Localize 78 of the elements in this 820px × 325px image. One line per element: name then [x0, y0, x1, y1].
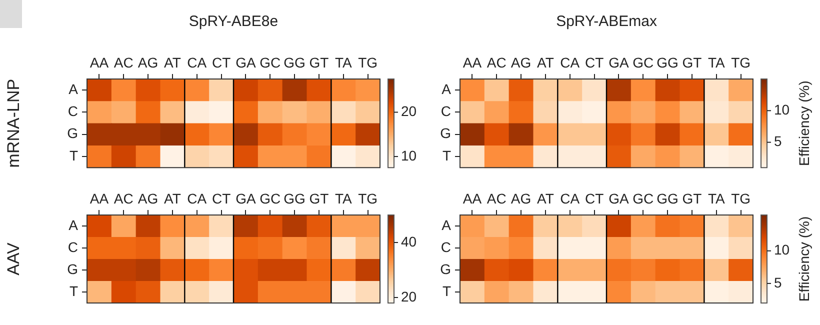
- x-tick-label: TG: [731, 54, 751, 70]
- x-tick-label: TA: [708, 54, 726, 70]
- x-tick-label: AG: [138, 54, 158, 70]
- x-tick-label: GG: [284, 190, 306, 206]
- x-tick-label: TG: [358, 54, 378, 70]
- x-tick-label: GC: [632, 190, 654, 206]
- x-tick-label: AC: [114, 190, 134, 206]
- x-tick-label: AT: [164, 190, 182, 206]
- x-tick-label: GT: [682, 190, 702, 206]
- x-tick-label: AT: [537, 190, 554, 206]
- x-tick-label: AC: [114, 54, 134, 70]
- color-bar-label: 5: [774, 274, 782, 290]
- y-tick-label: T: [69, 147, 78, 164]
- x-tick-label: GT: [682, 54, 702, 70]
- x-tick-label: CT: [584, 190, 604, 206]
- x-tick-label: AG: [510, 54, 532, 70]
- y-tick-label: C: [68, 238, 78, 255]
- color-bar-label: 40: [401, 233, 417, 250]
- x-tick-label: CT: [212, 190, 232, 206]
- y-tick-label: A: [68, 216, 79, 233]
- y-tick-label: G: [440, 260, 451, 277]
- x-tick-label: GG: [656, 54, 678, 70]
- color-bar-label: 10: [774, 102, 790, 118]
- y-tick-label: C: [68, 103, 78, 120]
- y-tick-label: A: [442, 80, 452, 97]
- x-tick-label: TA: [334, 190, 352, 206]
- x-tick-label: AA: [462, 190, 482, 206]
- x-tick-label: AT: [537, 54, 554, 70]
- x-tick-label: AC: [486, 54, 506, 70]
- y-tick-label: G: [67, 125, 78, 142]
- color-bar-label: 5: [774, 133, 782, 150]
- x-tick-label: GC: [260, 54, 281, 70]
- x-tick-label: GT: [309, 190, 330, 206]
- x-tick-label: AA: [90, 190, 110, 206]
- chart-title: SpRY-ABEmax: [556, 13, 658, 30]
- y-tick-label: A: [68, 80, 79, 97]
- x-tick-label: TG: [358, 190, 378, 206]
- y-tick-label: T: [442, 282, 452, 299]
- y-tick-label: T: [442, 147, 452, 164]
- y-tick-label: A: [442, 216, 452, 233]
- x-tick-label: GA: [608, 54, 630, 70]
- x-tick-label: TA: [334, 54, 352, 70]
- x-tick-label: AA: [90, 54, 110, 70]
- x-tick-label: GA: [236, 54, 256, 70]
- y-axis-title: AAV: [4, 242, 23, 276]
- y-tick-label: G: [67, 260, 78, 277]
- x-tick-label: TG: [731, 190, 751, 206]
- y-tick-label: C: [440, 103, 451, 120]
- x-tick-label: CA: [187, 190, 208, 206]
- color-bar-label: 20: [401, 288, 417, 304]
- x-tick-label: CT: [584, 54, 604, 70]
- x-tick-label: AG: [510, 190, 532, 206]
- color-bar-title: Efficiency (%): [796, 216, 812, 302]
- x-tick-label: AT: [164, 54, 182, 70]
- x-tick-label: GG: [284, 54, 306, 70]
- x-tick-label: AA: [462, 54, 482, 70]
- chart-title: SpRY-ABE8e: [188, 13, 278, 30]
- x-tick-label: CA: [560, 54, 580, 70]
- x-tick-label: CA: [187, 54, 208, 70]
- x-tick-label: CA: [560, 190, 580, 206]
- color-bar-label: 10: [401, 147, 417, 164]
- x-tick-label: TA: [708, 190, 726, 206]
- y-axis-title: mRNA-LNP: [4, 78, 23, 168]
- color-bar-title: Efficiency (%): [796, 80, 812, 166]
- x-tick-label: GA: [236, 190, 256, 206]
- y-tick-label: C: [440, 238, 451, 255]
- x-tick-label: GA: [608, 190, 630, 206]
- x-tick-label: GC: [260, 190, 281, 206]
- x-tick-label: GG: [656, 190, 678, 206]
- x-tick-label: AG: [138, 190, 158, 206]
- y-tick-label: G: [440, 125, 451, 142]
- x-tick-label: GC: [632, 54, 654, 70]
- y-tick-label: T: [69, 282, 78, 299]
- x-tick-label: CT: [212, 54, 232, 70]
- x-tick-label: GT: [309, 54, 330, 70]
- color-bar-label: 20: [401, 103, 417, 120]
- color-bar-label: 10: [774, 242, 790, 258]
- x-tick-label: AC: [486, 190, 506, 206]
